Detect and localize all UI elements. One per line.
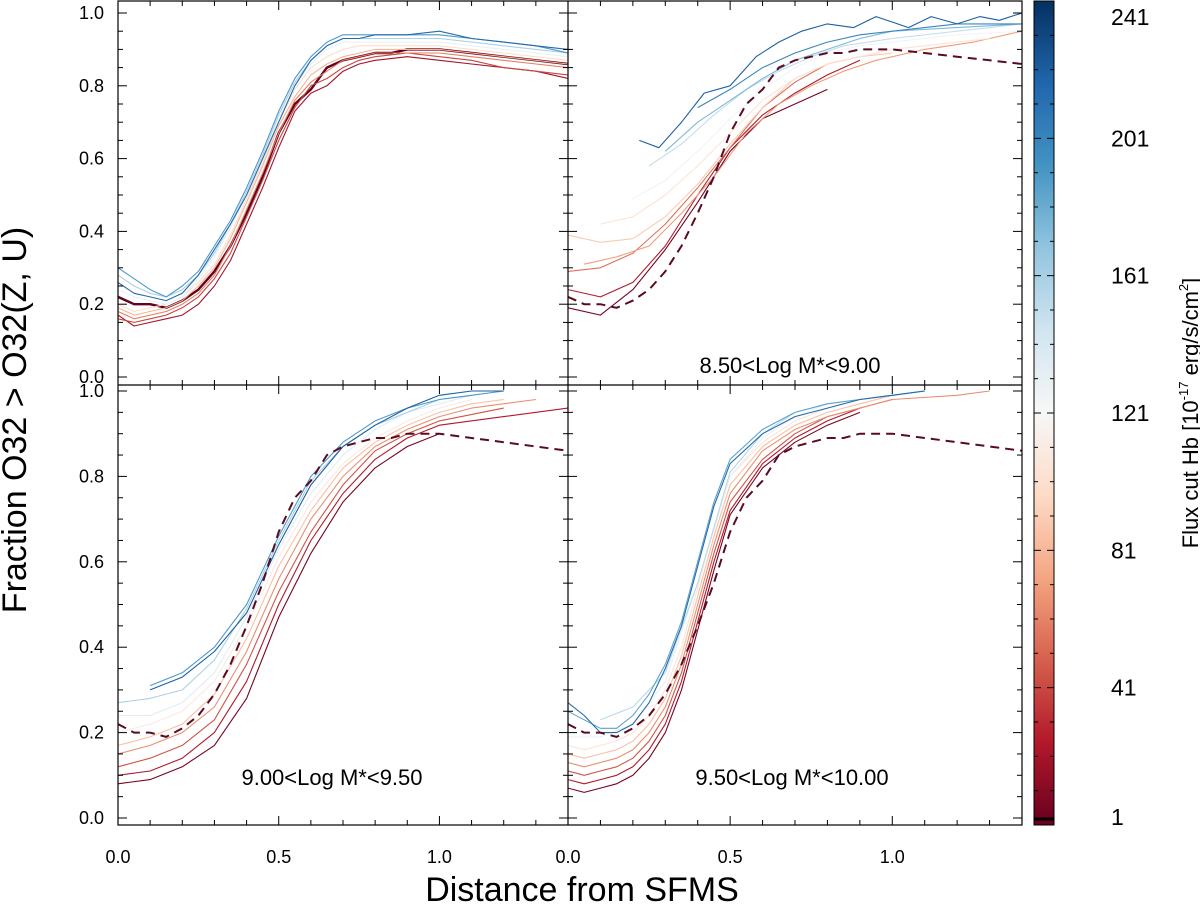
series-line-flux-135	[118, 394, 472, 717]
y-tick-label: 0.8	[79, 466, 104, 486]
series-line-flux-20	[118, 56, 568, 327]
series-line-flux-60	[118, 52, 568, 320]
colorbar-tick-label: 121	[1111, 400, 1149, 426]
series-line-flux-5	[568, 411, 861, 793]
y-tick-label: 0.4	[79, 221, 104, 241]
x-tick-label: 1.0	[880, 847, 905, 867]
y-tick-label: 0.6	[79, 552, 104, 572]
series-line-flux-220	[149, 390, 504, 691]
colorbar-title-exp2: 2	[1176, 284, 1191, 291]
series-line-flux-150	[648, 23, 1022, 167]
reference-dashed-line	[118, 432, 568, 738]
series-line-flux-130	[118, 41, 568, 305]
colorbar-title-mid: erg/s/cm	[1178, 291, 1200, 381]
colorbar-tick-label: 201	[1111, 125, 1149, 151]
series-line-flux-45	[118, 407, 504, 768]
panel-m950_1000	[568, 390, 1022, 793]
plot-frame	[117, 0, 1023, 826]
series-line-flux-110	[118, 398, 472, 734]
series-line-flux-100	[118, 45, 568, 313]
series-line-flux-220	[639, 12, 1022, 149]
series-line-flux-5	[568, 88, 828, 316]
series-line-flux-85	[118, 398, 504, 746]
y-tick-label: 1.0	[79, 3, 104, 23]
series-line-flux-130	[568, 390, 925, 738]
series-line-flux-45	[568, 398, 893, 776]
series-line-flux-105	[568, 394, 893, 751]
x-tick-label: 0.5	[266, 847, 291, 867]
panel-m850_900	[568, 12, 1022, 316]
panel-all	[118, 30, 568, 327]
colorbar-title-suffix: ]	[1178, 278, 1200, 284]
y-axis-title: Fraction O32 > O32(Z, U)	[0, 227, 34, 613]
panel-label-m950: 9.50<Log M*<10.00	[695, 765, 888, 790]
colorbar-tick-label: 1	[1111, 804, 1124, 830]
series-line-flux-85	[568, 390, 925, 759]
series-line-flux-155	[600, 390, 925, 721]
series-line-flux-25	[568, 59, 861, 298]
colorbar-tick-label: 161	[1111, 263, 1149, 289]
series-line-flux-160	[118, 394, 472, 704]
y-tick-label: 0.2	[79, 294, 104, 314]
x-tick-label: 0.0	[105, 847, 130, 867]
y-tick-label: 0.0	[79, 808, 104, 828]
y-tick-label: 0.0	[79, 367, 104, 387]
series-line-flux-200	[697, 23, 1022, 109]
series-line-flux-190	[118, 34, 568, 298]
series-line-flux-65	[568, 390, 990, 768]
series-line-flux-5	[118, 433, 440, 785]
reference-dashed-line	[568, 432, 1022, 738]
y-tick-label: 0.4	[79, 637, 104, 657]
colorbar-title: Flux cut Hb [10-17 erg/s/cm2]	[1176, 278, 1200, 549]
series-line-flux-175	[664, 23, 1022, 152]
colorbar-title-prefix: Flux cut Hb [10	[1178, 400, 1200, 548]
panel-label-m850: 8.50<Log M*<9.00	[699, 353, 880, 378]
x-tick-label: 0.5	[718, 847, 743, 867]
x-tick-label: 1.0	[427, 847, 452, 867]
colorbar-title-exp1: -17	[1176, 382, 1191, 401]
panel-m900_950	[118, 390, 568, 785]
series-line-flux-215	[568, 390, 925, 734]
reference-dashed-line	[568, 48, 1022, 309]
colorbar-tick-label: 81	[1111, 537, 1137, 563]
axis-ticks: 0.00.20.40.60.81.00.00.20.40.60.81.00.0 0…	[79, 1, 1023, 867]
series-line-flux-40	[118, 52, 568, 323]
x-axis-title: Distance from SFMS	[425, 871, 739, 909]
series-line-flux-25	[118, 407, 568, 776]
series-line-flux-125	[632, 30, 1022, 200]
series-line-flux-105	[600, 37, 990, 225]
y-tick-label: 0.6	[79, 149, 104, 169]
series-line-flux-190	[149, 390, 504, 687]
series-line-flux-25	[568, 407, 861, 785]
colorbar-tick-label: 241	[1111, 4, 1149, 30]
panels	[118, 12, 1022, 793]
series-line-flux-185	[568, 390, 925, 729]
series-line-flux-80	[118, 48, 568, 316]
series-line-flux-65	[118, 398, 536, 755]
series-line-flux-1	[118, 48, 568, 309]
colorbar-tick-label: 41	[1111, 675, 1137, 701]
series-line-flux-55	[568, 56, 861, 272]
y-tick-label: 1.0	[79, 381, 104, 401]
series-line-flux-160	[118, 37, 568, 298]
series-line-flux-70	[584, 30, 1022, 265]
y-tick-label: 0.8	[79, 76, 104, 96]
x-tick-label: 0.0	[555, 847, 580, 867]
colorbar-ticks: 241 201 161 121 81 41 1	[1034, 0, 1149, 830]
y-tick-label: 0.2	[79, 723, 104, 743]
panel-label-m900: 9.00<Log M*<9.50	[241, 765, 422, 790]
series-line-flux-215	[118, 30, 568, 302]
